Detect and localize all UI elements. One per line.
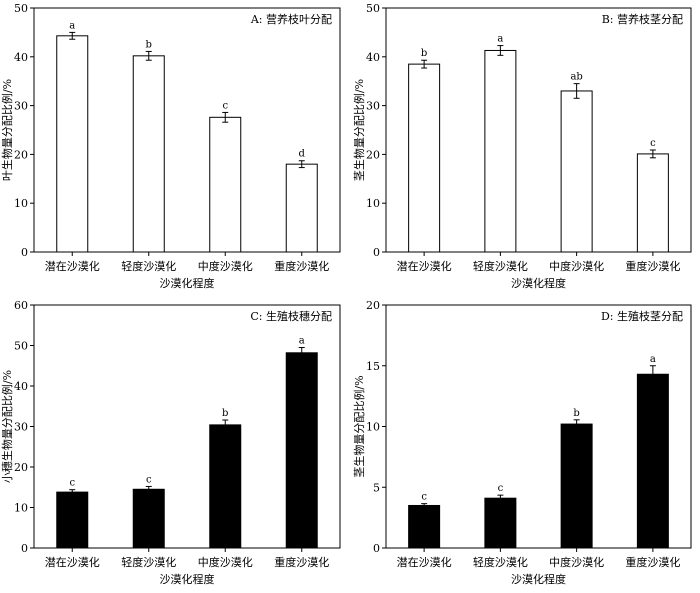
significance-label: c [146, 474, 152, 485]
significance-label: ab [570, 72, 582, 83]
chart-panel-c: 0 10 20 30 40 50 60 c 潜在沙漠化 c 轻度沙漠化 b 中度沙漠化 a 重度沙漠化 C: … [0, 299, 341, 586]
y-tick-label: 40 [14, 380, 28, 393]
y-tick-label: 0 [373, 246, 380, 259]
bar [285, 352, 318, 549]
significance-label: d [299, 149, 306, 160]
bar [132, 488, 165, 549]
panel-title: C: 生殖枝穗分配 [250, 309, 332, 323]
significance-label: c [498, 483, 504, 494]
y-tick-label: 40 [366, 51, 380, 64]
y-tick-label: 50 [366, 2, 380, 15]
x-axis-title: 沙漠化程度 [160, 572, 215, 586]
panel-title: D: 生殖枝茎分配 [601, 309, 683, 323]
y-tick-label: 5 [373, 481, 380, 494]
y-tick-label: 30 [14, 100, 28, 113]
y-tick-label: 10 [366, 421, 380, 434]
bar [56, 491, 89, 549]
y-tick-label: 50 [14, 2, 28, 15]
significance-label: b [222, 408, 228, 419]
y-axis-title: 茎生物量分配比例/% [352, 375, 366, 477]
x-tick-label: 轻度沙漠化 [121, 555, 176, 569]
bar [636, 373, 669, 549]
chart-panel-d: 0 5 10 15 20 c 潜在沙漠化 c 轻度沙漠化 b 中度沙漠化 a 重度沙漠化 D: 生殖枝茎分… [352, 299, 692, 586]
y-axis-title: 叶生物量分配比例/% [0, 79, 14, 181]
y-tick-label: 20 [366, 148, 380, 161]
y-tick-label: 40 [14, 51, 28, 64]
x-tick-label: 潜在沙漠化 [397, 555, 452, 569]
significance-label: b [421, 48, 427, 59]
y-tick-label: 15 [366, 360, 380, 373]
bar [285, 163, 318, 253]
x-tick-label: 重度沙漠化 [274, 555, 329, 569]
y-tick-label: 10 [366, 197, 380, 210]
y-tick-label: 20 [366, 299, 380, 312]
bar [56, 35, 89, 253]
significance-label: a [497, 34, 503, 45]
bar [408, 504, 441, 549]
bar [132, 55, 165, 253]
significance-label: c [421, 492, 427, 503]
panel-title: A: 营养枝叶分配 [250, 12, 332, 26]
y-tick-label: 30 [14, 421, 28, 434]
bar [560, 90, 593, 253]
bar [408, 63, 441, 253]
x-axis-title: 沙漠化程度 [511, 572, 566, 586]
y-tick-label: 0 [21, 246, 28, 259]
significance-label: a [69, 20, 75, 31]
x-tick-label: 轻度沙漠化 [121, 259, 176, 273]
x-tick-label: 中度沙漠化 [549, 555, 604, 569]
y-tick-label: 60 [14, 299, 28, 312]
plot-frame [385, 7, 692, 253]
y-tick-label: 10 [14, 502, 28, 515]
x-axis-title: 沙漠化程度 [511, 276, 566, 290]
significance-label: a [299, 336, 305, 347]
bar [209, 116, 242, 253]
y-tick-label: 20 [14, 148, 28, 161]
significance-label: c [222, 100, 228, 111]
x-tick-label: 中度沙漠化 [198, 259, 253, 273]
y-tick-label: 50 [14, 340, 28, 353]
significance-label: b [146, 39, 152, 50]
y-tick-label: 10 [14, 197, 28, 210]
significance-label: b [573, 408, 579, 419]
x-tick-label: 轻度沙漠化 [473, 555, 528, 569]
significance-label: c [650, 138, 656, 149]
y-axis-title: 茎生物量分配比例/% [352, 79, 366, 181]
bar [209, 424, 242, 549]
significance-label: c [69, 478, 75, 489]
panel-title: B: 营养枝茎分配 [602, 12, 683, 26]
x-tick-label: 重度沙漠化 [274, 259, 329, 273]
bar [484, 497, 517, 549]
bar [636, 153, 669, 253]
y-axis-title: 小穗生物量分配比例/% [0, 370, 14, 483]
chart-panel-b: 0 10 20 30 40 50 b 潜在沙漠化 a 轻度沙漠化 ab 中度沙漠化 c 重度沙漠化 B: 营… [352, 2, 692, 290]
significance-label: a [650, 354, 656, 365]
y-tick-label: 0 [21, 542, 28, 555]
x-tick-label: 重度沙漠化 [625, 555, 680, 569]
x-tick-label: 轻度沙漠化 [473, 259, 528, 273]
x-tick-label: 潜在沙漠化 [45, 555, 100, 569]
x-tick-label: 重度沙漠化 [625, 259, 680, 273]
chart-panel-a: 0 10 20 30 40 50 a 潜在沙漠化 b 轻度沙漠化 c 中度沙漠化 d 重度沙漠化 A: 营养… [0, 2, 341, 290]
x-axis-title: 沙漠化程度 [160, 276, 215, 290]
bar [560, 423, 593, 549]
y-tick-label: 0 [373, 542, 380, 555]
bar [484, 49, 517, 253]
x-tick-label: 潜在沙漠化 [45, 259, 100, 273]
plot-frame [33, 7, 341, 253]
x-tick-label: 潜在沙漠化 [397, 259, 452, 273]
y-tick-label: 30 [366, 100, 380, 113]
y-tick-label: 20 [14, 461, 28, 474]
x-tick-label: 中度沙漠化 [549, 259, 604, 273]
x-tick-label: 中度沙漠化 [198, 555, 253, 569]
